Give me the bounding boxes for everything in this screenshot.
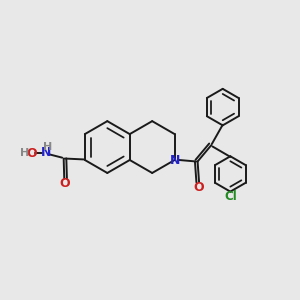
Text: H: H (20, 148, 29, 158)
Text: H: H (43, 142, 52, 152)
Text: Cl: Cl (224, 190, 237, 203)
Text: N: N (170, 154, 180, 167)
Text: O: O (27, 147, 37, 160)
Text: O: O (59, 177, 70, 190)
Text: O: O (194, 181, 204, 194)
Text: N: N (41, 146, 51, 159)
